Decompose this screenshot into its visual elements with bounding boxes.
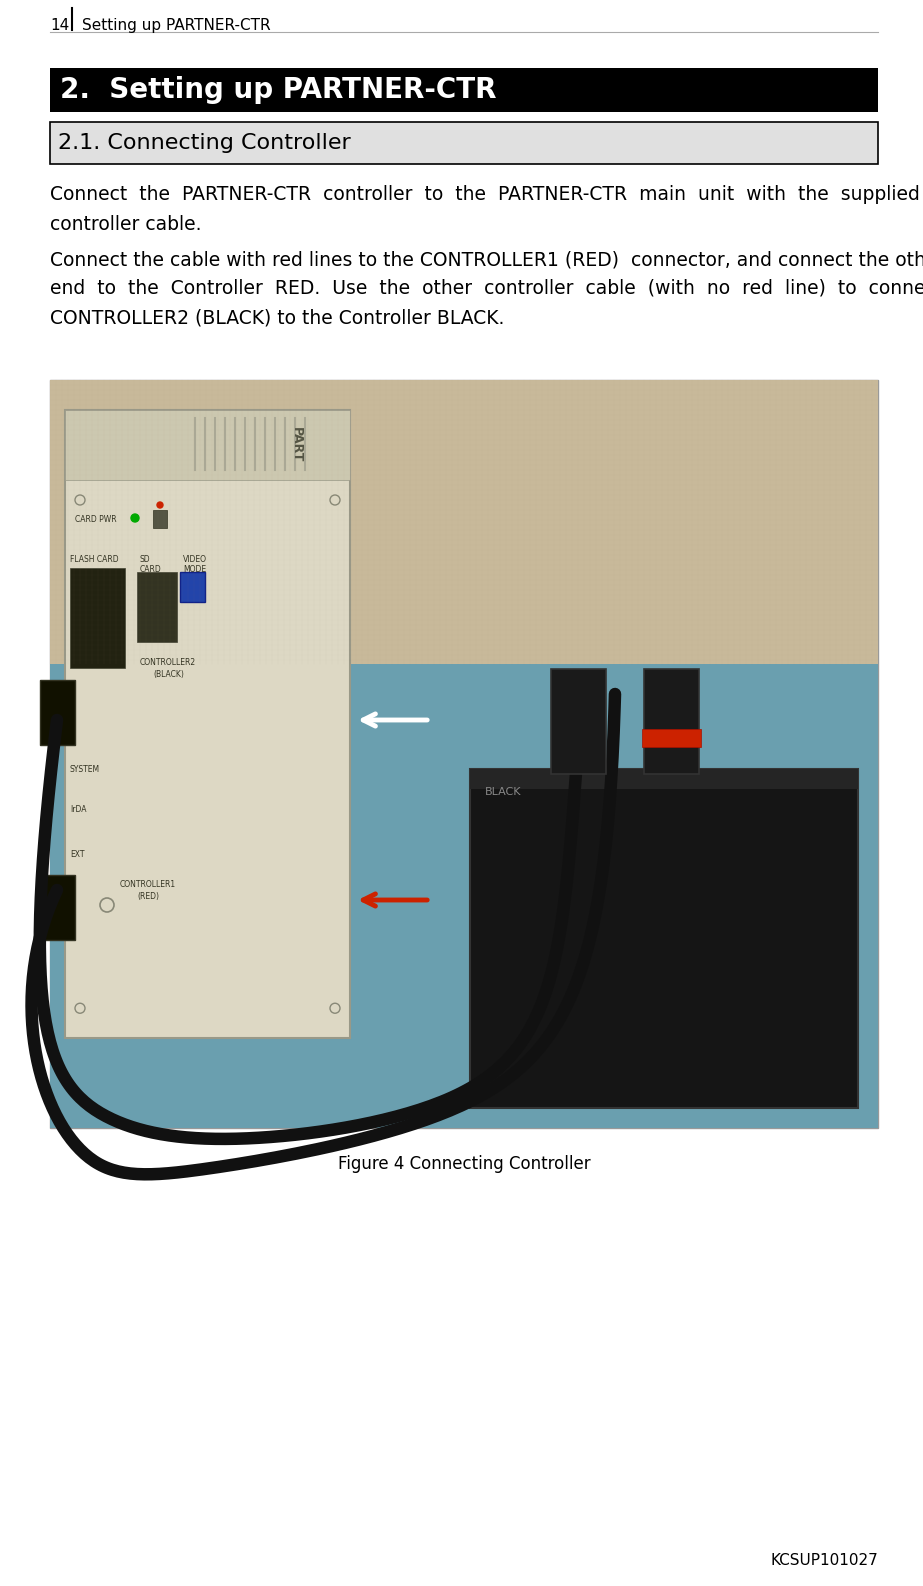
Bar bbox=[50, 68, 878, 113]
Text: (BLACK): (BLACK) bbox=[153, 669, 184, 679]
Bar bbox=[137, 573, 177, 642]
Circle shape bbox=[157, 503, 163, 508]
Text: PART: PART bbox=[290, 427, 303, 463]
Bar bbox=[50, 122, 878, 163]
Text: FLASH CARD: FLASH CARD bbox=[70, 555, 119, 565]
Bar bbox=[50, 381, 878, 1128]
Bar bbox=[180, 573, 205, 603]
Bar bbox=[470, 769, 858, 788]
Bar bbox=[642, 730, 701, 747]
Text: VIDEO
MODE: VIDEO MODE bbox=[183, 555, 207, 574]
Bar bbox=[50, 381, 878, 665]
Bar bbox=[70, 568, 125, 668]
Text: (RED): (RED) bbox=[137, 891, 159, 901]
Circle shape bbox=[131, 514, 139, 522]
Text: KCSUP101027: KCSUP101027 bbox=[771, 1553, 878, 1569]
Text: Setting up PARTNER-CTR: Setting up PARTNER-CTR bbox=[82, 17, 270, 33]
Text: CONTROLLER1: CONTROLLER1 bbox=[120, 880, 176, 890]
Text: EXT: EXT bbox=[70, 850, 85, 860]
Text: end  to  the  Controller  RED.  Use  the  other  controller  cable  (with  no  r: end to the Controller RED. Use the other… bbox=[50, 278, 923, 297]
Bar bbox=[153, 511, 167, 528]
Bar bbox=[551, 669, 606, 774]
Bar bbox=[644, 669, 700, 774]
Text: SD
CARD: SD CARD bbox=[140, 555, 162, 574]
Text: Connect the cable with red lines to the CONTROLLER1 (RED)  connector, and connec: Connect the cable with red lines to the … bbox=[50, 251, 923, 270]
Text: Figure 4 Connecting Controller: Figure 4 Connecting Controller bbox=[338, 1155, 591, 1174]
Bar bbox=[35, 920, 45, 936]
Bar bbox=[470, 769, 858, 1109]
Text: SYSTEM: SYSTEM bbox=[70, 764, 100, 774]
Text: controller cable.: controller cable. bbox=[50, 216, 201, 235]
Text: BLACK: BLACK bbox=[485, 787, 521, 796]
Bar bbox=[50, 665, 878, 1128]
Text: CONTROLLER2 (BLACK) to the Controller BLACK.: CONTROLLER2 (BLACK) to the Controller BL… bbox=[50, 308, 504, 327]
Text: CARD PWR: CARD PWR bbox=[75, 515, 116, 523]
Text: 2.  Setting up PARTNER-CTR: 2. Setting up PARTNER-CTR bbox=[60, 76, 497, 105]
Bar bbox=[65, 411, 350, 481]
Text: 14: 14 bbox=[50, 17, 69, 33]
Text: Connect  the  PARTNER-CTR  controller  to  the  PARTNER-CTR  main  unit  with  t: Connect the PARTNER-CTR controller to th… bbox=[50, 186, 920, 205]
Bar bbox=[65, 411, 350, 1039]
Text: 2.1. Connecting Controller: 2.1. Connecting Controller bbox=[58, 133, 351, 152]
Text: IrDA: IrDA bbox=[70, 806, 87, 814]
Bar bbox=[40, 680, 75, 745]
Bar bbox=[40, 875, 75, 940]
Text: CONTROLLER2: CONTROLLER2 bbox=[140, 658, 196, 668]
